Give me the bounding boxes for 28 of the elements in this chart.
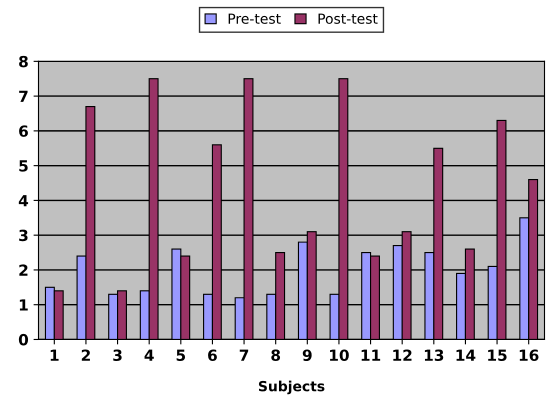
y-tick-label: 2	[19, 264, 28, 276]
x-tick-label: 12	[393, 349, 412, 361]
y-tick-label: 6	[19, 125, 28, 137]
y-tick-label: 7	[19, 90, 28, 102]
x-tick-label: 11	[362, 350, 380, 361]
y-tick-label: 1	[20, 299, 28, 311]
y-tick-label: 8	[19, 56, 28, 68]
y-tick-label: 3	[19, 230, 28, 242]
x-tick-label: 14	[456, 350, 476, 361]
legend-label: Post-test	[318, 14, 378, 24]
x-tick-label: 9	[302, 349, 312, 362]
x-tick-label: 1	[50, 350, 59, 361]
x-tick-label: 16	[520, 349, 538, 362]
x-tick-label: 4	[144, 350, 154, 361]
x-tick-label: 7	[240, 350, 248, 361]
y-tick-label: 4	[18, 195, 28, 206]
x-tick-label: 8	[271, 349, 280, 362]
x-tick-label: 3	[113, 349, 122, 362]
x-tick-label: 6	[208, 349, 217, 362]
y-tick-label: 0	[18, 334, 28, 346]
x-tick-label: 15	[488, 350, 507, 362]
x-tick-label: 10	[330, 349, 349, 362]
legend-label: Pre-test	[228, 14, 281, 24]
y-tick-label: 5	[19, 160, 28, 172]
x-tick-label: 2	[82, 349, 90, 361]
x-tick-label: 13	[424, 349, 444, 362]
x-tick-label: 5	[176, 350, 186, 362]
x-axis-title: Subjects	[258, 380, 324, 394]
